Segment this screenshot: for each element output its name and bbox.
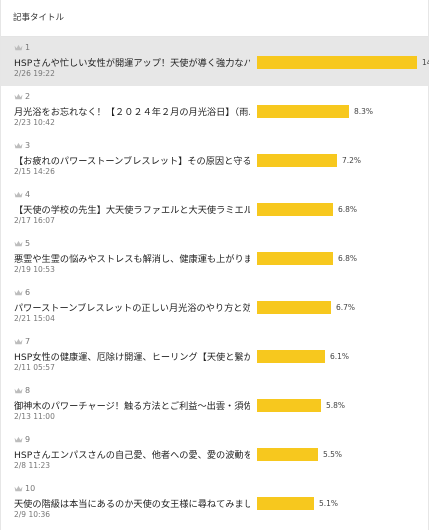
- article-date: 2/8 11:23: [14, 461, 51, 470]
- rank-number: 5: [25, 239, 31, 248]
- share-bar: [257, 497, 314, 510]
- share-percent: 7.2%: [342, 156, 362, 165]
- crown-icon: [14, 240, 23, 247]
- ranking-row[interactable]: 5 悪霊や生霊の悩みやストレスも解消し、健康運も上がりま… 2/19 10:53 6.…: [1, 233, 428, 282]
- share-percent: 8.3%: [354, 107, 374, 116]
- share-bar: [257, 56, 417, 69]
- crown-icon: [14, 93, 23, 100]
- article-title-link[interactable]: 【お疲れのパワーストーンブレスレット】その原因と守る…: [14, 156, 250, 167]
- article-title-link[interactable]: 天使の階級は本当にあるのか天使の女王様に尋ねてみまし…: [14, 499, 250, 510]
- rank-label: 9: [14, 435, 30, 444]
- article-date: 2/9 10:36: [14, 510, 51, 519]
- rank-label: 3: [14, 141, 30, 150]
- article-date: 2/26 19:22: [14, 69, 55, 78]
- article-date: 2/13 11:00: [14, 412, 55, 421]
- rank-number: 10: [25, 484, 36, 493]
- crown-icon: [14, 191, 23, 198]
- article-date: 2/11 05:57: [14, 363, 55, 372]
- rank-number: 4: [25, 190, 31, 199]
- share-bar: [257, 399, 321, 412]
- ranking-row[interactable]: 6 パワーストーンブレスレットの正しい月光浴のやり方と効果 2/21 15:04 6.…: [1, 282, 428, 331]
- rank-label: 6: [14, 288, 30, 297]
- rank-number: 2: [25, 92, 31, 101]
- share-percent: 5.1%: [319, 499, 339, 508]
- ranking-row[interactable]: 10 天使の階級は本当にあるのか天使の女王様に尋ねてみまし… 2/9 10:36 5.…: [1, 478, 428, 527]
- article-title-link[interactable]: HSPさんエンパスさんの自己愛、他者への愛、愛の波動を…: [14, 450, 250, 461]
- share-percent: 6.1%: [330, 352, 350, 361]
- rank-label: 10: [14, 484, 35, 493]
- rank-number: 8: [25, 386, 31, 395]
- crown-icon: [14, 387, 23, 394]
- crown-icon: [14, 289, 23, 296]
- share-percent: 6.8%: [338, 205, 358, 214]
- article-ranking-list: 1 HSPさんや忙しい女性が開運アップ！天使が導く強力なパ… 2/26 19:22 1…: [1, 37, 429, 527]
- ranking-row[interactable]: 9 HSPさんエンパスさんの自己愛、他者への愛、愛の波動を… 2/8 11:23 5.…: [1, 429, 428, 478]
- share-bar: [257, 252, 333, 265]
- ranking-row[interactable]: 4 【天使の学校の先生】大天使ラファエルと大天使ラミエル 2/17 16:07 6.8…: [1, 184, 428, 233]
- share-percent: 14.4%: [422, 58, 429, 67]
- article-title-link[interactable]: 月光浴をお忘れなく！【２０２４年２月の月光浴日】（雨…: [14, 107, 250, 118]
- rank-number: 3: [25, 141, 31, 150]
- rank-label: 8: [14, 386, 30, 395]
- article-date: 2/21 15:04: [14, 314, 55, 323]
- article-title-link[interactable]: HSPさんや忙しい女性が開運アップ！天使が導く強力なパ…: [14, 58, 250, 69]
- crown-icon: [14, 44, 23, 51]
- share-bar: [257, 203, 333, 216]
- article-date: 2/15 14:26: [14, 167, 55, 176]
- ranking-row[interactable]: 3 【お疲れのパワーストーンブレスレット】その原因と守る… 2/15 14:26 7.…: [1, 135, 428, 184]
- share-percent: 6.8%: [338, 254, 358, 263]
- ranking-row[interactable]: 1 HSPさんや忙しい女性が開運アップ！天使が導く強力なパ… 2/26 19:22 1…: [1, 37, 429, 86]
- rank-number: 6: [25, 288, 31, 297]
- article-title-link[interactable]: 御神木のパワーチャージ！触る方法とご利益〜出雲・須佐…: [14, 401, 250, 412]
- article-title-link[interactable]: HSP女性の健康運、厄除け開運、ヒーリング【天使と繋が…: [14, 352, 250, 363]
- article-title-link[interactable]: 【天使の学校の先生】大天使ラファエルと大天使ラミエル: [14, 205, 250, 216]
- share-bar: [257, 448, 318, 461]
- article-date: 2/17 16:07: [14, 216, 55, 225]
- share-percent: 5.5%: [323, 450, 343, 459]
- article-date: 2/23 10:42: [14, 118, 55, 127]
- rank-number: 9: [25, 435, 31, 444]
- share-bar: [257, 350, 325, 363]
- article-title-link[interactable]: 悪霊や生霊の悩みやストレスも解消し、健康運も上がりま…: [14, 254, 250, 265]
- crown-icon: [14, 485, 23, 492]
- ranking-row[interactable]: 8 御神木のパワーチャージ！触る方法とご利益〜出雲・須佐… 2/13 11:00 5.…: [1, 380, 428, 429]
- ranking-row[interactable]: 2 月光浴をお忘れなく！【２０２４年２月の月光浴日】（雨… 2/23 10:42 8.…: [1, 86, 428, 135]
- ranking-row[interactable]: 7 HSP女性の健康運、厄除け開運、ヒーリング【天使と繋が… 2/11 05:57 6…: [1, 331, 428, 380]
- crown-icon: [14, 142, 23, 149]
- share-bar: [257, 105, 349, 118]
- rank-number: 1: [25, 43, 31, 52]
- rank-label: 1: [14, 43, 30, 52]
- rank-label: 2: [14, 92, 30, 101]
- rank-label: 7: [14, 337, 30, 346]
- share-bar: [257, 301, 331, 314]
- share-percent: 5.8%: [326, 401, 346, 410]
- share-bar: [257, 154, 337, 167]
- share-percent: 6.7%: [336, 303, 356, 312]
- rank-label: 4: [14, 190, 30, 199]
- crown-icon: [14, 436, 23, 443]
- column-header-article-title: 記事タイトル: [1, 0, 428, 37]
- article-date: 2/19 10:53: [14, 265, 55, 274]
- rank-label: 5: [14, 239, 30, 248]
- rank-number: 7: [25, 337, 31, 346]
- article-title-link[interactable]: パワーストーンブレスレットの正しい月光浴のやり方と効果: [14, 303, 250, 314]
- crown-icon: [14, 338, 23, 345]
